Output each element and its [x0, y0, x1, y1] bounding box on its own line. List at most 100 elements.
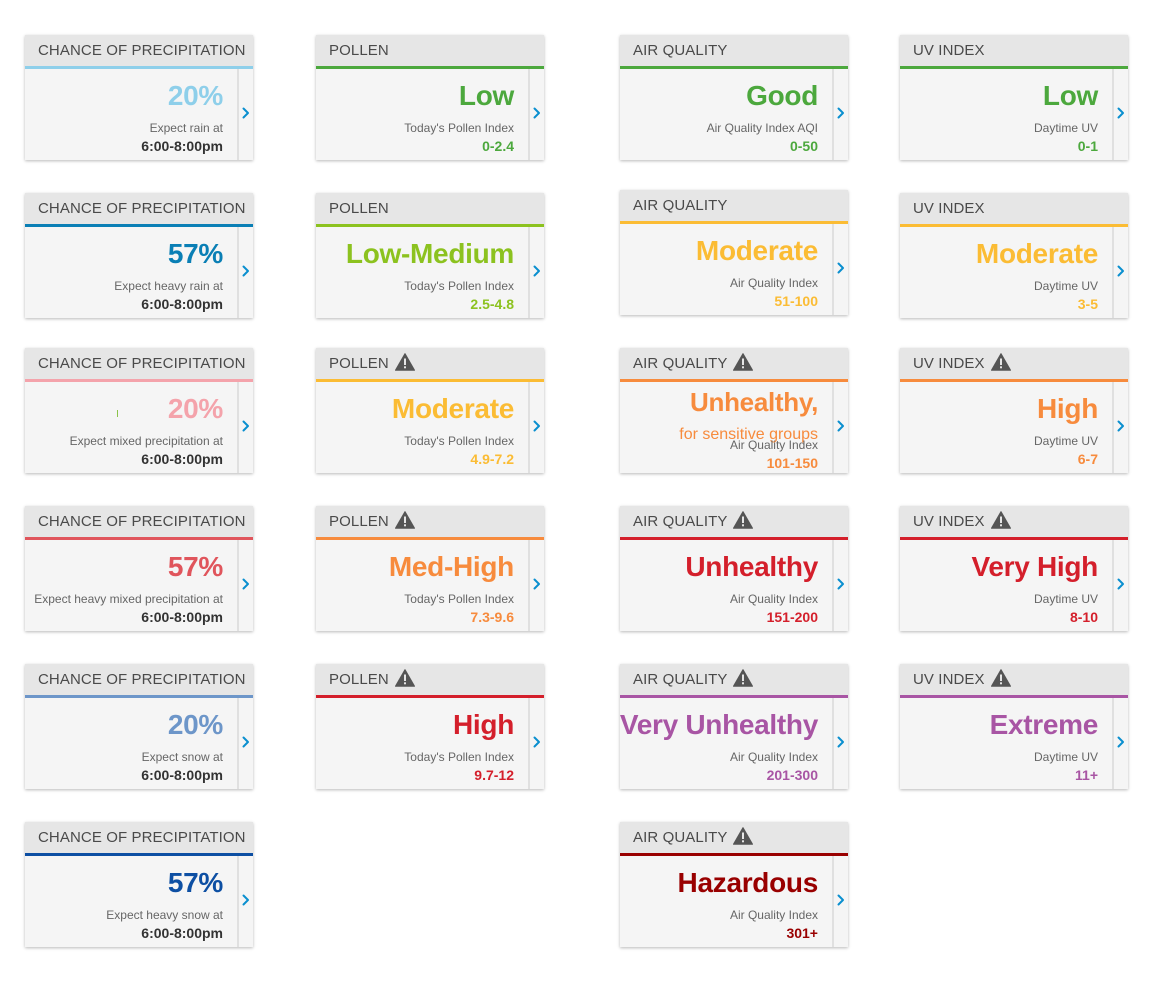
- card-arrow[interactable]: [832, 224, 848, 315]
- card-header: UV INDEX: [900, 35, 1128, 69]
- card-description: Expect heavy rain at: [114, 279, 223, 293]
- card-arrow[interactable]: [832, 382, 848, 473]
- forecast-card[interactable]: UV INDEX Low Daytime UV 0-1: [900, 35, 1128, 160]
- card-title: CHANCE OF PRECIPITATION: [38, 42, 246, 59]
- chevron-right-icon: [242, 106, 250, 124]
- card-arrow[interactable]: [832, 698, 848, 789]
- card-description: Air Quality Index: [729, 908, 818, 922]
- card-arrow[interactable]: [832, 69, 848, 160]
- forecast-card[interactable]: AIR QUALITY Hazardous Air Quality Index 301…: [620, 822, 848, 947]
- card-range: 0-2.4: [482, 138, 514, 154]
- card-header: CHANCE OF PRECIPITATION: [25, 35, 253, 69]
- card-range: 0-50: [789, 138, 818, 154]
- chevron-right-icon: [242, 735, 250, 753]
- card-body: 20% Expect mixed precipitation at 6:00-8:0…: [25, 382, 237, 473]
- card-description: Expect mixed precipitation at: [69, 434, 223, 448]
- forecast-card[interactable]: UV INDEX High Daytime UV 6-7: [900, 348, 1128, 473]
- card-arrow[interactable]: [1112, 698, 1128, 789]
- card-value: Low: [458, 80, 514, 111]
- card-body: Moderate Air Quality Index 51-100: [620, 224, 832, 315]
- card-title: AIR QUALITY: [633, 355, 728, 372]
- forecast-card[interactable]: AIR QUALITY Very Unhealthy Air Quality Ind…: [620, 664, 848, 789]
- card-arrow[interactable]: [528, 69, 544, 160]
- card-arrow[interactable]: [237, 856, 253, 947]
- card-description: Air Quality Index AQI: [706, 121, 818, 135]
- card-arrow[interactable]: [237, 698, 253, 789]
- forecast-card[interactable]: AIR QUALITY Moderate Air Quality Index 51-1…: [620, 190, 848, 315]
- card-range: 11+: [1075, 767, 1098, 783]
- forecast-card[interactable]: POLLEN Med-High Today's Pollen Index 7.3-9.…: [316, 506, 544, 631]
- card-arrow[interactable]: [237, 540, 253, 631]
- warning-triangle-icon: [990, 511, 1011, 529]
- card-header: AIR QUALITY: [620, 664, 848, 698]
- forecast-card[interactable]: POLLEN Low-Medium Today's Pollen Index 2.5-…: [316, 193, 544, 318]
- chevron-right-icon: [837, 735, 845, 753]
- warning-triangle-icon: [394, 353, 415, 371]
- card-arrow[interactable]: [528, 227, 544, 318]
- chevron-right-icon: [242, 893, 250, 911]
- forecast-card[interactable]: CHANCE OF PRECIPITATION 57% Expect heavy s…: [25, 822, 253, 947]
- chevron-right-icon: [533, 419, 541, 437]
- card-arrow[interactable]: [1112, 540, 1128, 631]
- card-range: 201-300: [766, 767, 818, 783]
- card-title: CHANCE OF PRECIPITATION: [38, 513, 246, 530]
- forecast-card[interactable]: AIR QUALITY Good Air Quality Index AQI 0-50: [620, 35, 848, 160]
- forecast-card[interactable]: CHANCE OF PRECIPITATION 20% Expect snow at…: [25, 664, 253, 789]
- card-description: Expect snow at: [141, 750, 223, 764]
- card-description: Today's Pollen Index: [404, 434, 514, 448]
- card-arrow[interactable]: [1112, 69, 1128, 160]
- card-title: POLLEN: [329, 355, 389, 372]
- forecast-card[interactable]: AIR QUALITY Unhealthy, for sensitive group…: [620, 348, 848, 473]
- card-arrow[interactable]: [832, 856, 848, 947]
- card-value: Very High: [971, 551, 1099, 582]
- card-range: 301+: [786, 925, 818, 941]
- card-arrow[interactable]: [1112, 382, 1128, 473]
- card-arrow[interactable]: [237, 382, 253, 473]
- card-arrow[interactable]: [832, 540, 848, 631]
- forecast-card[interactable]: CHANCE OF PRECIPITATION 57% Expect heavy m…: [25, 506, 253, 631]
- forecast-card[interactable]: CHANCE OF PRECIPITATION 20% Expect mixed p…: [25, 348, 253, 473]
- card-body: Very High Daytime UV 8-10: [900, 540, 1112, 631]
- card-arrow[interactable]: [1112, 227, 1128, 318]
- card-description: Daytime UV: [1033, 592, 1098, 606]
- warning-triangle-icon: [733, 511, 754, 529]
- chevron-right-icon: [533, 264, 541, 282]
- card-arrow[interactable]: [528, 382, 544, 473]
- card-header: AIR QUALITY: [620, 35, 848, 69]
- card-value: Med-High: [388, 551, 514, 582]
- card-description: Today's Pollen Index: [404, 121, 514, 135]
- card-value: Hazardous: [677, 867, 819, 898]
- card-arrow[interactable]: [237, 227, 253, 318]
- forecast-card[interactable]: CHANCE OF PRECIPITATION 57% Expect heavy r…: [25, 193, 253, 318]
- forecast-card[interactable]: UV INDEX Extreme Daytime UV 11+: [900, 664, 1128, 789]
- card-body: 57% Expect heavy rain at 6:00-8:00pm: [25, 227, 237, 318]
- forecast-card[interactable]: CHANCE OF PRECIPITATION 20% Expect rain at…: [25, 35, 253, 160]
- card-value: Moderate: [391, 393, 514, 424]
- card-title: POLLEN: [329, 42, 389, 59]
- chevron-right-icon: [1117, 735, 1125, 753]
- forecast-card[interactable]: POLLEN High Today's Pollen Index 9.7-12: [316, 664, 544, 789]
- card-range: 9.7-12: [474, 767, 514, 783]
- card-value: High: [1036, 393, 1098, 424]
- card-arrow[interactable]: [237, 69, 253, 160]
- card-body: 20% Expect rain at 6:00-8:00pm: [25, 69, 237, 160]
- forecast-card[interactable]: AIR QUALITY Unhealthy Air Quality Index 151…: [620, 506, 848, 631]
- card-header: POLLEN: [316, 664, 544, 698]
- forecast-card[interactable]: POLLEN Low Today's Pollen Index 0-2.4: [316, 35, 544, 160]
- chevron-right-icon: [533, 577, 541, 595]
- forecast-card[interactable]: UV INDEX Very High Daytime UV 8-10: [900, 506, 1128, 631]
- card-body: High Today's Pollen Index 9.7-12: [316, 698, 528, 789]
- forecast-card[interactable]: UV INDEX Moderate Daytime UV 3-5: [900, 193, 1128, 318]
- card-range: 2.5-4.8: [470, 296, 514, 312]
- forecast-card[interactable]: POLLEN Moderate Today's Pollen Index 4.9-7.…: [316, 348, 544, 473]
- card-title: CHANCE OF PRECIPITATION: [38, 829, 246, 846]
- card-arrow[interactable]: [528, 698, 544, 789]
- card-body: Very Unhealthy Air Quality Index 201-300: [620, 698, 832, 789]
- stray-mark: [117, 410, 118, 417]
- warning-triangle-icon: [394, 511, 415, 529]
- warning-triangle-icon: [733, 669, 754, 687]
- card-arrow[interactable]: [528, 540, 544, 631]
- chevron-right-icon: [837, 893, 845, 911]
- chevron-right-icon: [1117, 264, 1125, 282]
- card-title: AIR QUALITY: [633, 42, 728, 59]
